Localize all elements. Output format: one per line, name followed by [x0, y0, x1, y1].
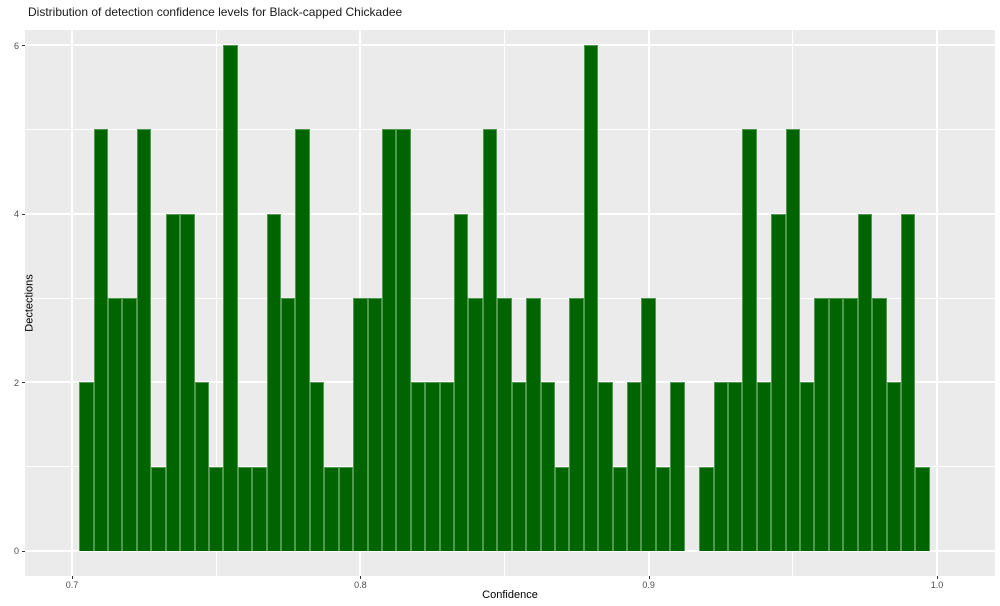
histogram-bar — [900, 213, 916, 551]
histogram-bar — [800, 382, 815, 551]
histogram-bar — [727, 382, 743, 551]
histogram-bar — [886, 382, 901, 551]
histogram-bar — [381, 129, 397, 551]
histogram-bar — [468, 298, 483, 551]
histogram-bar — [252, 466, 267, 551]
y-axis-tick — [22, 382, 25, 384]
histogram-bar — [526, 298, 541, 551]
histogram-bar — [828, 298, 844, 551]
histogram-bar — [122, 298, 137, 551]
histogram-bar — [180, 213, 195, 551]
histogram-bar — [713, 382, 728, 551]
plot-panel — [25, 30, 995, 576]
histogram-bar — [612, 466, 628, 551]
y-tick-label: 2 — [13, 377, 19, 388]
x-axis-tick — [937, 576, 939, 579]
histogram-bar — [79, 382, 94, 551]
y-tick-label: 4 — [13, 209, 19, 220]
histogram-bar — [843, 298, 858, 551]
x-tick-label: 0.8 — [354, 580, 367, 590]
x-axis-tick — [360, 576, 362, 579]
histogram-bar — [165, 213, 181, 551]
histogram-bar — [396, 129, 411, 551]
histogram-bar — [108, 298, 123, 551]
histogram-bar — [583, 45, 599, 551]
histogram-bar — [742, 129, 757, 551]
gridline-major-horizontal — [25, 549, 995, 552]
x-axis-tick — [72, 576, 73, 579]
histogram-bar — [223, 45, 238, 551]
y-axis-tick — [22, 45, 25, 47]
gridline-major-vertical — [936, 30, 939, 576]
x-tick-label: 0.7 — [65, 580, 79, 590]
histogram-bar — [237, 466, 253, 551]
histogram-bar — [785, 129, 801, 551]
chart-title: Distribution of detection confidence lev… — [28, 5, 403, 19]
histogram-bar — [756, 382, 772, 551]
histogram-bar — [814, 298, 829, 551]
histogram-bar — [554, 466, 570, 551]
x-axis-title: Confidence — [482, 589, 538, 601]
y-tick-label: 0 — [13, 546, 19, 557]
histogram-bar — [266, 213, 282, 551]
histogram-bar — [670, 382, 685, 551]
x-axis-tick — [648, 576, 650, 579]
histogram-bar — [324, 466, 339, 551]
histogram-bar — [540, 382, 555, 551]
histogram-bar — [872, 298, 887, 551]
gridline-minor-horizontal — [25, 128, 995, 130]
histogram-bar — [439, 382, 455, 551]
histogram-bar — [309, 382, 325, 551]
histogram-bar — [410, 382, 426, 551]
histogram-bar — [627, 382, 642, 551]
histogram-bar — [136, 129, 152, 551]
y-axis-title: Dectections — [23, 274, 36, 332]
histogram-bar — [367, 298, 382, 551]
histogram-bar — [295, 129, 310, 551]
gridline-major-horizontal — [25, 44, 995, 47]
histogram-bar — [699, 466, 714, 551]
histogram-bar — [598, 382, 613, 551]
x-tick-label: 0.9 — [642, 580, 655, 590]
histogram-bar — [915, 466, 930, 551]
histogram-bar — [569, 298, 584, 551]
histogram-bar — [281, 298, 296, 551]
histogram-bar — [93, 129, 109, 551]
x-tick-label: 1.0 — [930, 580, 944, 590]
histogram-bar — [338, 466, 354, 551]
histogram-bar — [454, 213, 469, 551]
histogram-bar — [857, 213, 873, 551]
gridline-major-horizontal — [25, 212, 995, 215]
histogram-bar — [511, 382, 527, 551]
histogram-bar — [641, 298, 656, 551]
histogram-bar — [353, 298, 368, 551]
histogram-bar — [425, 382, 440, 551]
y-tick-label: 6 — [13, 40, 19, 51]
histogram-bar — [497, 298, 512, 551]
y-axis-tick — [22, 550, 25, 552]
y-axis-tick — [22, 213, 25, 215]
gridline-major-vertical — [71, 30, 73, 576]
histogram-bar — [771, 213, 786, 551]
histogram-bar — [194, 382, 209, 551]
gridline-minor-vertical — [215, 30, 217, 576]
histogram-bar — [151, 466, 166, 551]
histogram-bar — [655, 466, 671, 551]
histogram-bar — [482, 129, 498, 551]
histogram-bar — [208, 466, 224, 551]
